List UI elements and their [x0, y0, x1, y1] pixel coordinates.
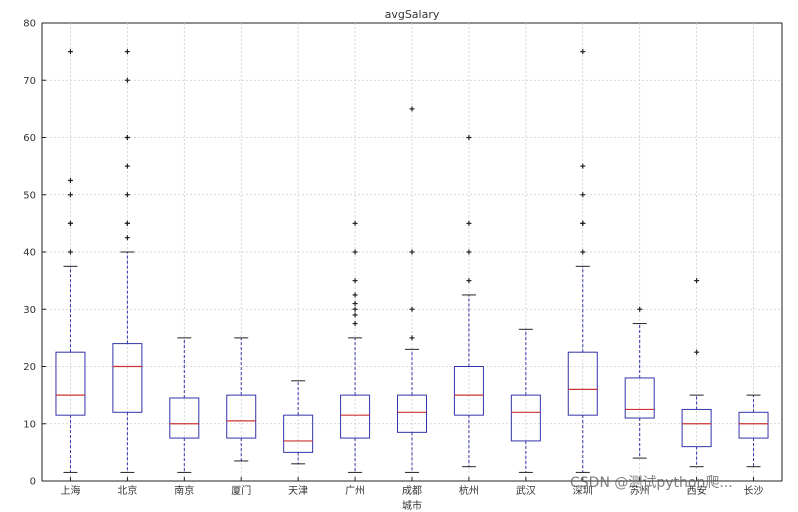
- x-tick-label: 苏州: [630, 484, 650, 497]
- box-group: [681, 278, 712, 468]
- iqr-box: [169, 397, 200, 439]
- x-tick-label: 广州: [345, 485, 365, 497]
- iqr-box: [624, 377, 655, 419]
- iqr-box: [112, 343, 143, 413]
- box-group: [340, 220, 371, 473]
- x-tick-label: 上海: [60, 484, 80, 497]
- x-tick-label: 成都: [402, 485, 422, 497]
- box-layer: [55, 49, 769, 473]
- x-tick-label: 西安: [687, 484, 707, 497]
- iqr-box: [55, 351, 86, 416]
- box-group: [55, 49, 86, 473]
- box-group: [738, 394, 769, 468]
- x-tick-label: 深圳: [573, 485, 593, 497]
- box-group: [453, 135, 484, 468]
- y-tick-label: 50: [23, 190, 36, 201]
- box-group: [624, 306, 655, 459]
- x-tick-label: 北京: [117, 484, 137, 497]
- axis-layer: 0 10 20 30 40 50 60 70 80 上海 北京 南京 厦门 天津 广州 成都 杭州 武汉 深圳 苏州 西…: [23, 19, 763, 498]
- iqr-box: [510, 394, 541, 442]
- iqr-box: [453, 366, 484, 416]
- y-tick-label: 30: [23, 305, 36, 316]
- y-tick-label: 60: [23, 133, 36, 144]
- box-group: [397, 106, 427, 473]
- y-tick-label: 70: [23, 76, 36, 87]
- x-tick-label: 杭州: [459, 484, 479, 497]
- x-tick-label: 南京: [174, 484, 194, 497]
- chart-title: avgSalary: [385, 8, 440, 21]
- y-tick-label: 20: [23, 362, 36, 373]
- x-tick-label: 厦门: [231, 484, 251, 497]
- y-tick-label: 80: [23, 19, 36, 30]
- iqr-box: [397, 394, 427, 433]
- x-tick-label: 天津: [288, 485, 308, 497]
- box-group: [226, 337, 257, 462]
- box-group: [567, 49, 598, 473]
- box-group: [169, 337, 200, 473]
- y-tick-label: 0: [30, 477, 36, 488]
- box-group: [112, 49, 143, 473]
- iqr-box: [340, 394, 371, 439]
- x-tick-label: 武汉: [516, 484, 536, 497]
- box-group: [283, 380, 314, 465]
- y-tick-label: 10: [23, 419, 36, 430]
- iqr-box: [681, 408, 712, 448]
- iqr-box: [567, 351, 598, 416]
- x-tick-label: 长沙: [744, 485, 764, 497]
- x-axis-label: 城市: [402, 499, 422, 512]
- iqr-box: [283, 414, 314, 453]
- box-group: [510, 328, 541, 473]
- y-tick-label: 40: [23, 248, 36, 259]
- watermark-text: CSDN @测试python爬...: [570, 475, 733, 491]
- iqr-box: [226, 394, 257, 439]
- iqr-box: [738, 411, 769, 439]
